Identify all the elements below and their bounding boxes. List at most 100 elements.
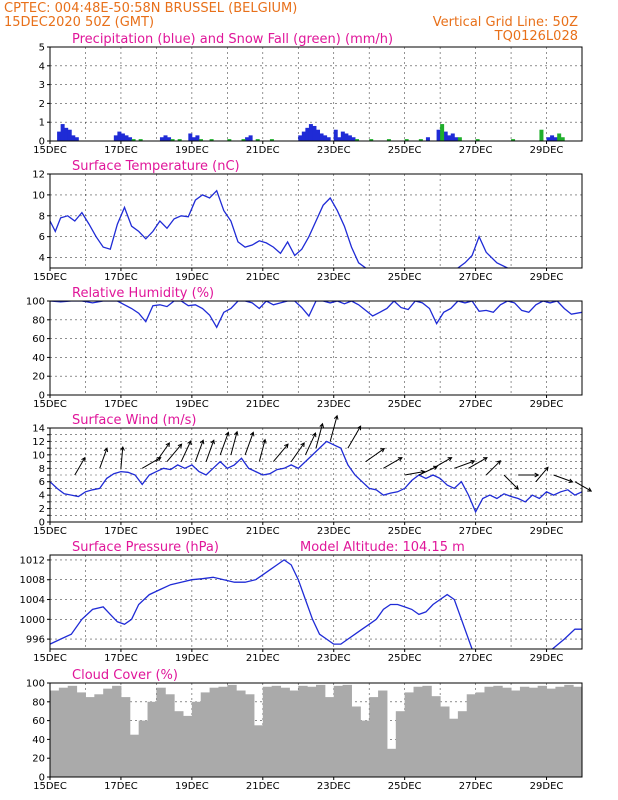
wind-arrow: [383, 457, 403, 469]
panel-title-cloud: Cloud Cover (%): [72, 668, 178, 683]
wind-arrow: [230, 430, 239, 456]
ytick-label: 3: [39, 80, 45, 91]
xtick-label: 15DEC: [33, 653, 67, 664]
header-run-code: TQ0126L028: [494, 29, 578, 44]
cloud-bar: [413, 686, 423, 777]
header-location: CPTEC: 004:48E-50:58N BRUSSEL (BELGIUM): [4, 1, 297, 16]
cloud-bar: [537, 685, 548, 777]
cloud-bar: [422, 685, 432, 777]
cloud-bar: [253, 725, 264, 777]
precip-bar: [351, 137, 356, 141]
cloud-bar: [564, 684, 574, 777]
cloud-bar: [369, 697, 379, 777]
ytick-label: 4: [39, 61, 45, 72]
panel-title-rh: Relative Humidity (%): [72, 286, 214, 301]
precip-bar: [188, 133, 193, 141]
wind-arrow: [244, 431, 255, 456]
precip-bar: [167, 137, 172, 141]
precip-bar: [386, 139, 391, 141]
cloud-bar: [120, 697, 131, 777]
cloud-bar: [129, 734, 140, 777]
panel-rh: 0 20 40 60 80 100 15DEC 17DEC 19DEC 21DEC 23DEC 25D…: [26, 286, 583, 410]
xtick-label: 29DEC: [530, 145, 564, 156]
precip-bar: [312, 125, 317, 141]
pres-line: [50, 559, 582, 649]
xtick-label: 17DEC: [104, 145, 138, 156]
precip-bar: [60, 124, 65, 141]
xtick-label: 21DEC: [246, 653, 280, 664]
cloud-bar: [50, 690, 60, 777]
wind-arrow: [365, 448, 386, 463]
cloud-bar: [85, 697, 95, 777]
cloud-bar: [165, 694, 175, 777]
wind-arrow: [273, 443, 289, 462]
precip-bar: [425, 137, 430, 141]
precip-bar: [305, 127, 310, 141]
ytick-label: 5: [39, 43, 45, 54]
wind-arrow: [194, 439, 205, 462]
ytick-label: 0: [39, 773, 45, 784]
cloud-bar: [236, 690, 246, 777]
precip-bar: [170, 139, 175, 141]
wind-arrow: [205, 439, 215, 462]
xtick-label: 19DEC: [175, 399, 209, 410]
cloud-bar: [324, 697, 335, 777]
ytick-label: 1012: [20, 555, 45, 566]
cloud-bar: [493, 685, 503, 777]
xtick-label: 25DEC: [388, 145, 422, 156]
grid-rh: [50, 301, 582, 395]
precip-bar: [227, 139, 232, 141]
xtick-label: 15DEC: [33, 399, 67, 410]
ytick-label: 6: [39, 477, 45, 488]
ytick-label: 4: [39, 253, 45, 264]
precip-bar: [241, 139, 246, 141]
xtick-label: 29DEC: [530, 781, 564, 792]
panel-title-wind: Surface Wind (m/s): [72, 413, 196, 428]
cloud-bar: [378, 690, 388, 777]
precip-bar: [195, 135, 200, 141]
grid-temp: [50, 174, 582, 268]
precip-bar: [209, 139, 214, 141]
marks-pres: [50, 559, 582, 649]
wind-arrow: [304, 432, 317, 456]
marks-rh: [50, 301, 582, 329]
grid-wind: [50, 428, 582, 522]
precip-bar: [198, 139, 203, 141]
precip-bar: [454, 137, 459, 141]
wind-arrow: [329, 414, 339, 442]
panel-title-temp: Surface Temperature (nC): [72, 159, 240, 174]
cloud-bar: [440, 706, 450, 777]
precip-bar: [436, 129, 441, 141]
xtick-label: 23DEC: [317, 526, 351, 537]
cloud-bar: [58, 687, 69, 777]
xtick-label: 25DEC: [388, 526, 422, 537]
marks-precip: [57, 124, 565, 141]
precip-bar: [546, 137, 551, 141]
wind-arrow: [290, 442, 305, 462]
xtick-label: 23DEC: [317, 653, 351, 664]
wind-arrow: [258, 438, 267, 462]
cloud-bar: [67, 685, 78, 777]
wind-arrow: [485, 460, 502, 476]
wind-arrow: [518, 472, 540, 478]
xtick-label: 29DEC: [530, 526, 564, 537]
xtick-label: 29DEC: [530, 272, 564, 283]
wind-arrow: [553, 474, 574, 483]
precip-bar: [64, 127, 69, 141]
wind-arrow: [219, 431, 230, 456]
precip-bar: [57, 131, 62, 141]
precip-bar: [308, 124, 313, 141]
frame-cloud: [49, 682, 583, 778]
wind-arrow: [454, 459, 476, 469]
precip-bar: [539, 129, 544, 141]
ytick-label: 12: [32, 437, 45, 448]
ytick-label: 1000: [20, 615, 45, 626]
precip-bar: [269, 139, 274, 141]
ytick-label: 10: [32, 450, 45, 461]
precip-bar: [355, 139, 360, 141]
cloud-bar: [466, 694, 477, 777]
header-datetime: 15DEC2020 50Z (GMT): [4, 15, 154, 30]
ytick-label: 80: [32, 697, 45, 708]
precip-bar: [337, 137, 342, 141]
